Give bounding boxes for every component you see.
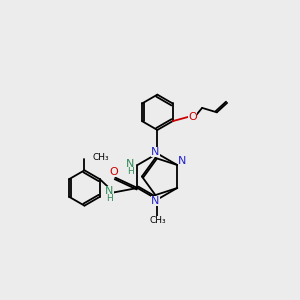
- Text: H: H: [127, 167, 134, 176]
- Text: N: N: [126, 158, 134, 169]
- Text: N: N: [151, 196, 160, 206]
- Text: O: O: [188, 112, 197, 122]
- Text: N: N: [178, 157, 187, 166]
- Text: H: H: [106, 194, 113, 203]
- Text: N: N: [151, 147, 160, 157]
- Text: N: N: [105, 186, 114, 196]
- Text: CH₃: CH₃: [93, 153, 109, 162]
- Text: O: O: [110, 167, 118, 177]
- Text: CH₃: CH₃: [149, 216, 166, 225]
